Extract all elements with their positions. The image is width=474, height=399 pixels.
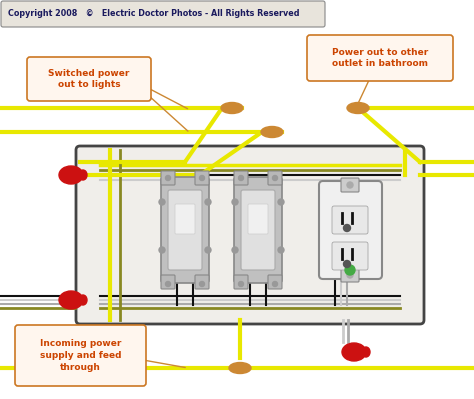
FancyBboxPatch shape <box>161 275 175 289</box>
FancyBboxPatch shape <box>268 275 282 289</box>
Circle shape <box>232 247 238 253</box>
FancyBboxPatch shape <box>307 35 453 81</box>
Circle shape <box>159 199 165 205</box>
Circle shape <box>344 225 350 231</box>
Circle shape <box>278 199 284 205</box>
FancyBboxPatch shape <box>341 268 359 282</box>
Circle shape <box>344 261 350 267</box>
Ellipse shape <box>59 291 83 309</box>
FancyBboxPatch shape <box>161 171 175 185</box>
Circle shape <box>238 282 244 286</box>
Ellipse shape <box>261 126 283 138</box>
Circle shape <box>159 247 165 253</box>
Circle shape <box>278 247 284 253</box>
FancyBboxPatch shape <box>168 190 202 270</box>
FancyBboxPatch shape <box>15 325 146 386</box>
FancyBboxPatch shape <box>175 204 195 234</box>
Circle shape <box>273 282 277 286</box>
Ellipse shape <box>362 347 370 357</box>
FancyBboxPatch shape <box>234 171 248 185</box>
Circle shape <box>273 176 277 180</box>
Text: Switched power
out to lights: Switched power out to lights <box>48 69 130 89</box>
Text: Incoming power
supply and feed
through: Incoming power supply and feed through <box>40 339 121 372</box>
FancyBboxPatch shape <box>1 1 325 27</box>
Text: Power out to other
outlet in bathroom: Power out to other outlet in bathroom <box>332 47 428 68</box>
FancyBboxPatch shape <box>319 181 382 279</box>
Ellipse shape <box>347 103 369 113</box>
Text: Copyright 2008   ©   Electric Doctor Photos - All Rights Reserved: Copyright 2008 © Electric Doctor Photos … <box>8 10 300 18</box>
Ellipse shape <box>79 295 87 305</box>
Ellipse shape <box>59 166 83 184</box>
Circle shape <box>200 282 204 286</box>
FancyBboxPatch shape <box>234 177 282 283</box>
FancyBboxPatch shape <box>341 178 359 192</box>
FancyBboxPatch shape <box>268 171 282 185</box>
Ellipse shape <box>79 170 87 180</box>
FancyBboxPatch shape <box>332 242 368 270</box>
FancyBboxPatch shape <box>161 177 209 283</box>
Circle shape <box>205 247 211 253</box>
Ellipse shape <box>221 103 243 113</box>
Ellipse shape <box>229 363 251 373</box>
FancyBboxPatch shape <box>241 190 275 270</box>
FancyBboxPatch shape <box>248 204 268 234</box>
FancyBboxPatch shape <box>195 171 209 185</box>
Circle shape <box>238 176 244 180</box>
Circle shape <box>200 176 204 180</box>
Circle shape <box>205 199 211 205</box>
Circle shape <box>347 272 353 278</box>
Ellipse shape <box>342 343 366 361</box>
FancyBboxPatch shape <box>332 206 368 234</box>
FancyBboxPatch shape <box>76 146 424 324</box>
Circle shape <box>345 265 355 275</box>
FancyBboxPatch shape <box>195 275 209 289</box>
FancyBboxPatch shape <box>234 275 248 289</box>
Circle shape <box>347 182 353 188</box>
Circle shape <box>232 199 238 205</box>
Circle shape <box>165 176 171 180</box>
FancyBboxPatch shape <box>27 57 151 101</box>
Circle shape <box>165 282 171 286</box>
